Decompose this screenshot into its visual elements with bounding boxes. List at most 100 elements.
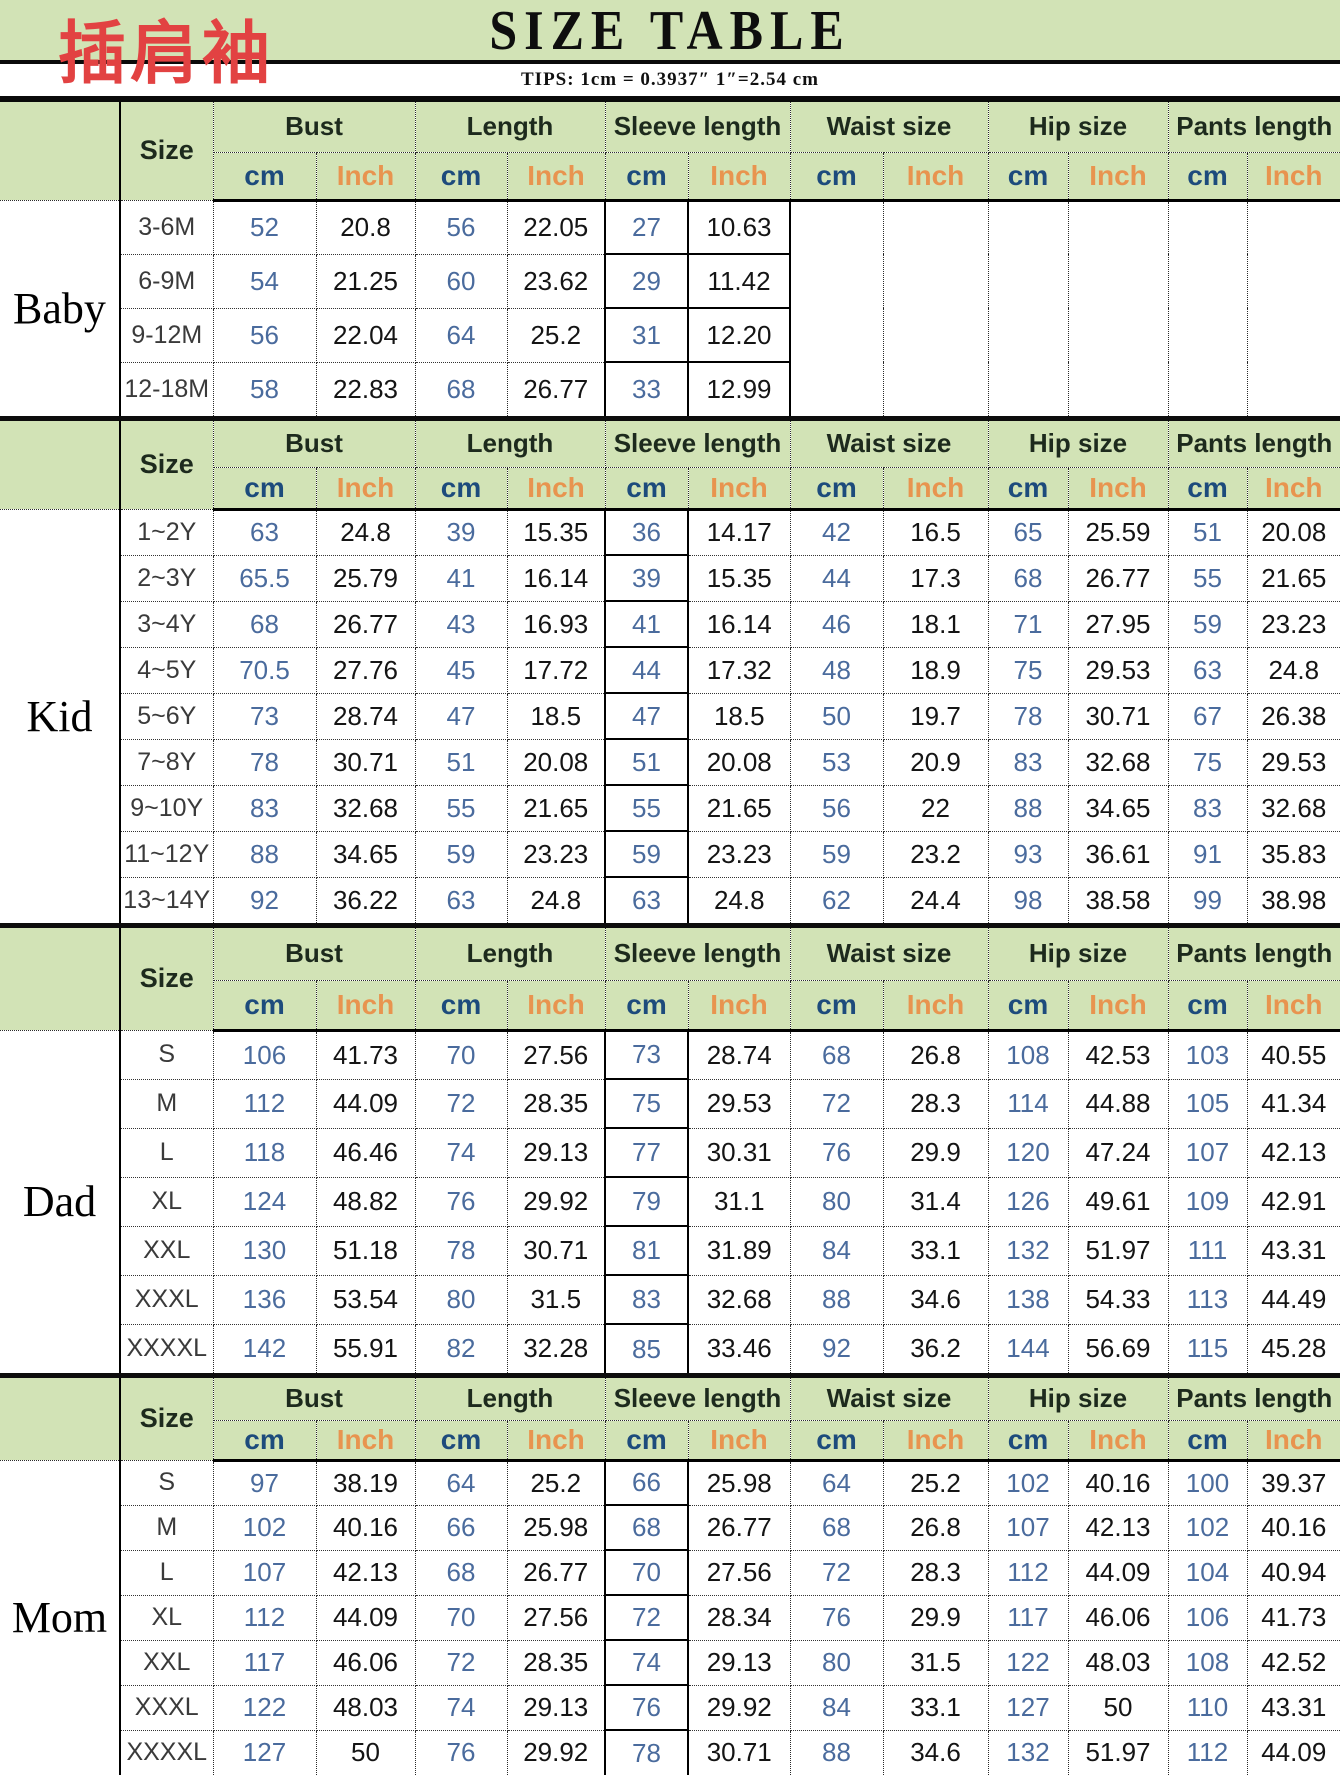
cm-value-cell: 84 [790, 1226, 884, 1276]
inch-value-cell: 29.13 [507, 1685, 606, 1731]
inch-value-cell: 44.09 [316, 1079, 416, 1129]
cm-value-cell: 31 [604, 308, 689, 363]
inch-value-cell: 25.2 [883, 1460, 989, 1506]
inch-value-cell: 28.3 [883, 1550, 989, 1596]
inch-value-cell: 45.28 [1247, 1324, 1340, 1373]
inch-value-cell: 19.7 [883, 693, 989, 740]
inch-value-cell: 40.55 [1247, 1030, 1340, 1080]
table-row: 13~14Y 92 36.22 63 24.8 63 24.8 62 24.4 98 38.58 99… [0, 877, 1340, 923]
measure-header: Sleeve length [605, 421, 791, 468]
cm-value-cell: 55 [1168, 555, 1248, 602]
inch-value-cell: 48.03 [1068, 1640, 1169, 1686]
cm-value-cell: 56 [790, 785, 884, 832]
inch-value-cell: 22.83 [316, 362, 416, 416]
cm-value-cell: 88 [790, 1275, 884, 1325]
inch-value-cell: 16.14 [507, 555, 606, 602]
unit-inch-header: Inch [1247, 467, 1340, 511]
inch-value-cell: 33.1 [883, 1226, 989, 1276]
measure-header: Pants length [1168, 928, 1340, 981]
inch-value-cell: 27.76 [316, 647, 416, 694]
header-row-groups: Size Bust Length Sleeve length Waist size Hip… [0, 928, 1340, 1031]
cm-value-cell: 117 [213, 1640, 317, 1686]
measure-header: Pants length [1168, 421, 1340, 468]
cm-value-cell: 120 [988, 1128, 1069, 1178]
inch-value-cell: 27.56 [507, 1030, 606, 1080]
inch-value-cell: 21.25 [316, 254, 416, 309]
cm-value-cell: 111 [1168, 1226, 1248, 1276]
unit-cm-header: cm [790, 152, 884, 202]
inch-value-cell: 51.18 [316, 1226, 416, 1276]
cm-value-cell: 72 [790, 1550, 884, 1596]
unit-cm-header: cm [213, 467, 317, 511]
cm-value-cell: 92 [213, 877, 317, 923]
cm-value-cell [1168, 254, 1248, 308]
corner-cell [0, 928, 121, 1031]
measure-header: Pants length [1168, 102, 1340, 153]
cm-value-cell: 67 [1168, 693, 1248, 740]
size-table-dad: Size Bust Length Sleeve length Waist size Hip… [0, 928, 1340, 1373]
cm-value-cell: 97 [213, 1460, 317, 1506]
inch-value-cell: 28.34 [688, 1595, 791, 1641]
group-label: Baby [0, 200, 121, 416]
cm-value-cell: 92 [790, 1324, 884, 1373]
table-row: 12-18M 58 22.83 68 26.77 33 12.99 [0, 362, 1340, 416]
inch-value-cell: 18.1 [883, 601, 989, 648]
cm-value-cell: 78 [988, 693, 1069, 740]
inch-value-cell: 29.9 [883, 1595, 989, 1641]
cm-value-cell: 29 [604, 254, 689, 309]
cm-value-cell: 68 [790, 1030, 884, 1080]
cm-value-cell: 108 [988, 1030, 1069, 1080]
table-row: Kid 1~2Y 63 24.8 39 15.35 36 14.17 42 16.5 65 25.59… [0, 509, 1340, 923]
cm-value-cell: 132 [988, 1226, 1069, 1276]
measure-header: Length [415, 928, 606, 981]
inch-value-cell: 29.92 [688, 1685, 791, 1731]
cm-value-cell: 39 [604, 555, 689, 602]
cm-value-cell: 82 [415, 1324, 508, 1373]
cm-value-cell: 63 [213, 509, 317, 556]
cm-value-cell: 138 [988, 1275, 1069, 1325]
cm-value-cell: 63 [415, 877, 508, 923]
unit-inch-header: Inch [688, 467, 791, 511]
inch-value-cell: 31.5 [883, 1640, 989, 1686]
cm-value-cell: 66 [604, 1460, 689, 1506]
cm-value-cell: 70.5 [213, 647, 317, 694]
cm-value-cell: 64 [790, 1460, 884, 1506]
inch-value-cell: 29.53 [1247, 739, 1340, 786]
table-row: Dad S 106 41.73 70 27.56 73 28.74 68 26.8 108 42.53… [0, 1030, 1340, 1373]
cm-value-cell: 66 [415, 1505, 508, 1551]
cm-value-cell: 76 [604, 1685, 689, 1731]
unit-inch-header: Inch [883, 467, 989, 511]
size-cell: S [120, 1460, 214, 1506]
inch-value-cell: 23.62 [507, 254, 606, 309]
cm-value-cell: 47 [415, 693, 508, 740]
inch-value-cell: 22.05 [507, 200, 606, 255]
inch-value-cell: 42.53 [1068, 1030, 1169, 1080]
inch-value-cell: 26.77 [507, 1550, 606, 1596]
unit-cm-header: cm [1168, 1420, 1248, 1462]
unit-inch-header: Inch [688, 980, 791, 1032]
inch-value-cell: 31.89 [688, 1226, 791, 1276]
cm-value-cell: 42 [790, 509, 884, 556]
table-row: 7~8Y 78 30.71 51 20.08 51 20.08 53 20.9 83 32.68 75… [0, 739, 1340, 786]
inch-value-cell: 42.52 [1247, 1640, 1340, 1686]
header-row-groups: Size Bust Length Sleeve length Waist size Hip… [0, 1378, 1340, 1461]
unit-cm-header: cm [415, 152, 508, 202]
cm-value-cell: 64 [415, 1460, 508, 1506]
table-row: XL 124 48.82 76 29.92 79 31.1 80 31.4 126 49.61 109… [0, 1177, 1340, 1227]
table-row: L 118 46.46 74 29.13 77 30.31 76 29.9 120 47.24 107… [0, 1128, 1340, 1178]
unit-cm-header: cm [1168, 467, 1248, 511]
inch-value-cell: 29.13 [688, 1640, 791, 1686]
cm-value-cell: 27 [604, 200, 689, 255]
inch-value-cell: 30.71 [1068, 693, 1169, 740]
table-row: 6-9M 54 21.25 60 23.62 29 11.42 [0, 254, 1340, 309]
inch-value-cell: 15.35 [688, 555, 791, 602]
inch-value-cell [1247, 200, 1340, 254]
cm-value-cell: 63 [1168, 647, 1248, 694]
group-label: Mom [0, 1460, 121, 1775]
inch-value-cell: 29.53 [688, 1079, 791, 1129]
unit-cm-header: cm [988, 467, 1069, 511]
size-cell: M [120, 1505, 214, 1551]
inch-value-cell: 33.46 [688, 1324, 791, 1373]
section-dad: Size Bust Length Sleeve length Waist size Hip… [0, 928, 1340, 1373]
cm-value-cell: 80 [790, 1640, 884, 1686]
